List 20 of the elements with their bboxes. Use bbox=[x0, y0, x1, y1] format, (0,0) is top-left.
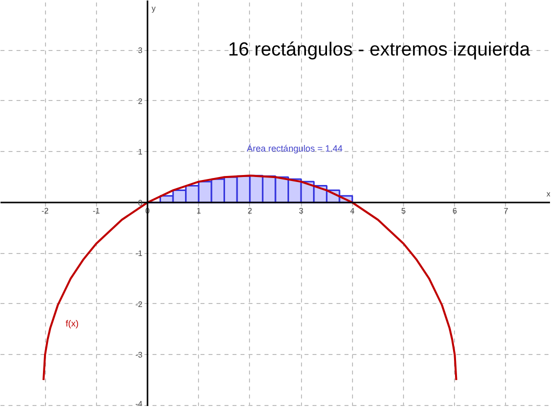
x-tick-label: -2 bbox=[41, 206, 50, 216]
x-tick-label: 1 bbox=[196, 206, 202, 216]
x-tick-label: 6 bbox=[452, 206, 458, 216]
annotation: f(x) bbox=[66, 318, 79, 328]
x-tick-label: 2 bbox=[248, 206, 253, 216]
x-tick-label: 7 bbox=[504, 206, 509, 216]
y-tick-label: 3 bbox=[138, 46, 144, 56]
x-tick-label: 5 bbox=[401, 206, 406, 216]
y-tick-label: -3 bbox=[135, 350, 144, 360]
x-tick-label: -1 bbox=[92, 206, 100, 216]
x-tick-label: 3 bbox=[298, 206, 304, 216]
y-axis-title: y bbox=[152, 4, 156, 14]
x-tick-label: 4 bbox=[350, 206, 356, 216]
line-series bbox=[42, 174, 458, 382]
y-tick-label: -1 bbox=[135, 249, 144, 258]
annotation: Área rectángulos = 1.44 bbox=[246, 144, 343, 154]
text: 16 rectángulos - extremos izquierda bbox=[228, 39, 530, 60]
y-tick-label: 2 bbox=[138, 96, 144, 106]
y-tick-label: -2 bbox=[135, 300, 144, 309]
y-tick-label: 1 bbox=[138, 148, 144, 157]
